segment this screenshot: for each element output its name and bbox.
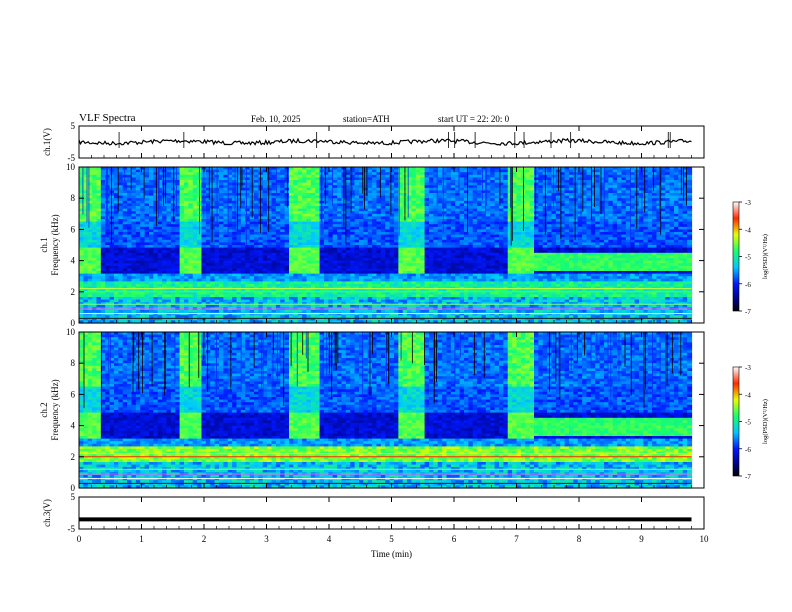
ch1-spec-ytick-label: 2	[71, 287, 76, 297]
ch1-spec-ytick-label: 0	[71, 318, 76, 328]
ch1-colorbar-tick-label: -4	[745, 226, 751, 234]
xtick-label: 5	[389, 534, 394, 544]
ch3-wave-ytick-label: -5	[68, 524, 76, 534]
ch2-spec-freq-label: Frequency (kHz)	[50, 379, 60, 440]
ch2-colorbar-tick-label: -5	[745, 419, 751, 427]
ch1-colorbar-tick-label: -3	[745, 199, 751, 207]
ch1-spec-freq-label: Frequency (kHz)	[50, 214, 60, 275]
ch1-colorbar-tick-label: -5	[745, 254, 751, 262]
xtick-label: 2	[202, 534, 207, 544]
ch1-colorbar-tick-label: -7	[745, 308, 751, 316]
ch2-colorbar-tick-label: -6	[745, 446, 751, 454]
ch3-wave-ytick-label: 5	[71, 492, 76, 502]
xtick-label: 3	[264, 534, 269, 544]
ch1-wave-ytick-label: 5	[71, 121, 76, 131]
ch2-colorbar-tick-label: -7	[745, 473, 751, 481]
xtick-label: 1	[139, 534, 144, 544]
ch1-spec-ytick-label: 10	[66, 162, 76, 172]
ch1-trace	[78, 137, 692, 146]
ch2-colorbar-tick-label: -3	[745, 364, 751, 372]
ch2-spec-ytick-label: 10	[66, 327, 76, 337]
ch2-colorbar-label: log(PSD)(V²/Hz)	[762, 399, 769, 444]
ch1-spec-channel-label: ch.1	[39, 237, 49, 252]
ch2-spec-ytick-label: 0	[71, 483, 76, 493]
ch1-colorbar-label: log(PSD)(V²/Hz)	[762, 234, 769, 279]
xtick-label: 8	[577, 534, 582, 544]
xtick-label: 0	[77, 534, 82, 544]
ch2-colorbar-tick-label: -4	[745, 391, 751, 399]
ch1-wave-ylabel: ch.1(V)	[42, 128, 52, 156]
ch2-spec-ytick-label: 8	[71, 358, 76, 368]
ch2-spec-ytick-label: 2	[71, 452, 76, 462]
ch1-spec-ytick-label: 4	[71, 256, 76, 266]
xaxis-label: Time (min)	[371, 549, 412, 559]
ch2-spec-ytick-label: 6	[71, 389, 76, 399]
xtick-label: 4	[327, 534, 332, 544]
ch1-colorbar-tick-label: -6	[745, 281, 751, 289]
ch2-spec-channel-label: ch.2	[39, 402, 49, 417]
start-ut-label: start UT = 22: 20: 0	[438, 114, 510, 124]
date-label: Feb. 10, 2025	[251, 114, 301, 124]
xtick-label: 6	[452, 534, 457, 544]
xtick-label: 9	[639, 534, 644, 544]
ch2-spec-ytick-label: 4	[71, 421, 76, 431]
ch2-colorbar	[732, 366, 740, 477]
ch1-colorbar	[732, 201, 740, 312]
xtick-label: 10	[700, 534, 710, 544]
chart-title: VLF Spectra	[79, 112, 136, 124]
ch1-spec-ytick-label: 8	[71, 193, 76, 203]
ch1-wave-ytick-label: -5	[68, 153, 76, 163]
ch3-wave-ylabel: ch.3(V)	[42, 499, 52, 527]
station-label: station=ATH	[343, 114, 390, 124]
xtick-label: 7	[514, 534, 519, 544]
ch1-spec-ytick-label: 6	[71, 224, 76, 234]
